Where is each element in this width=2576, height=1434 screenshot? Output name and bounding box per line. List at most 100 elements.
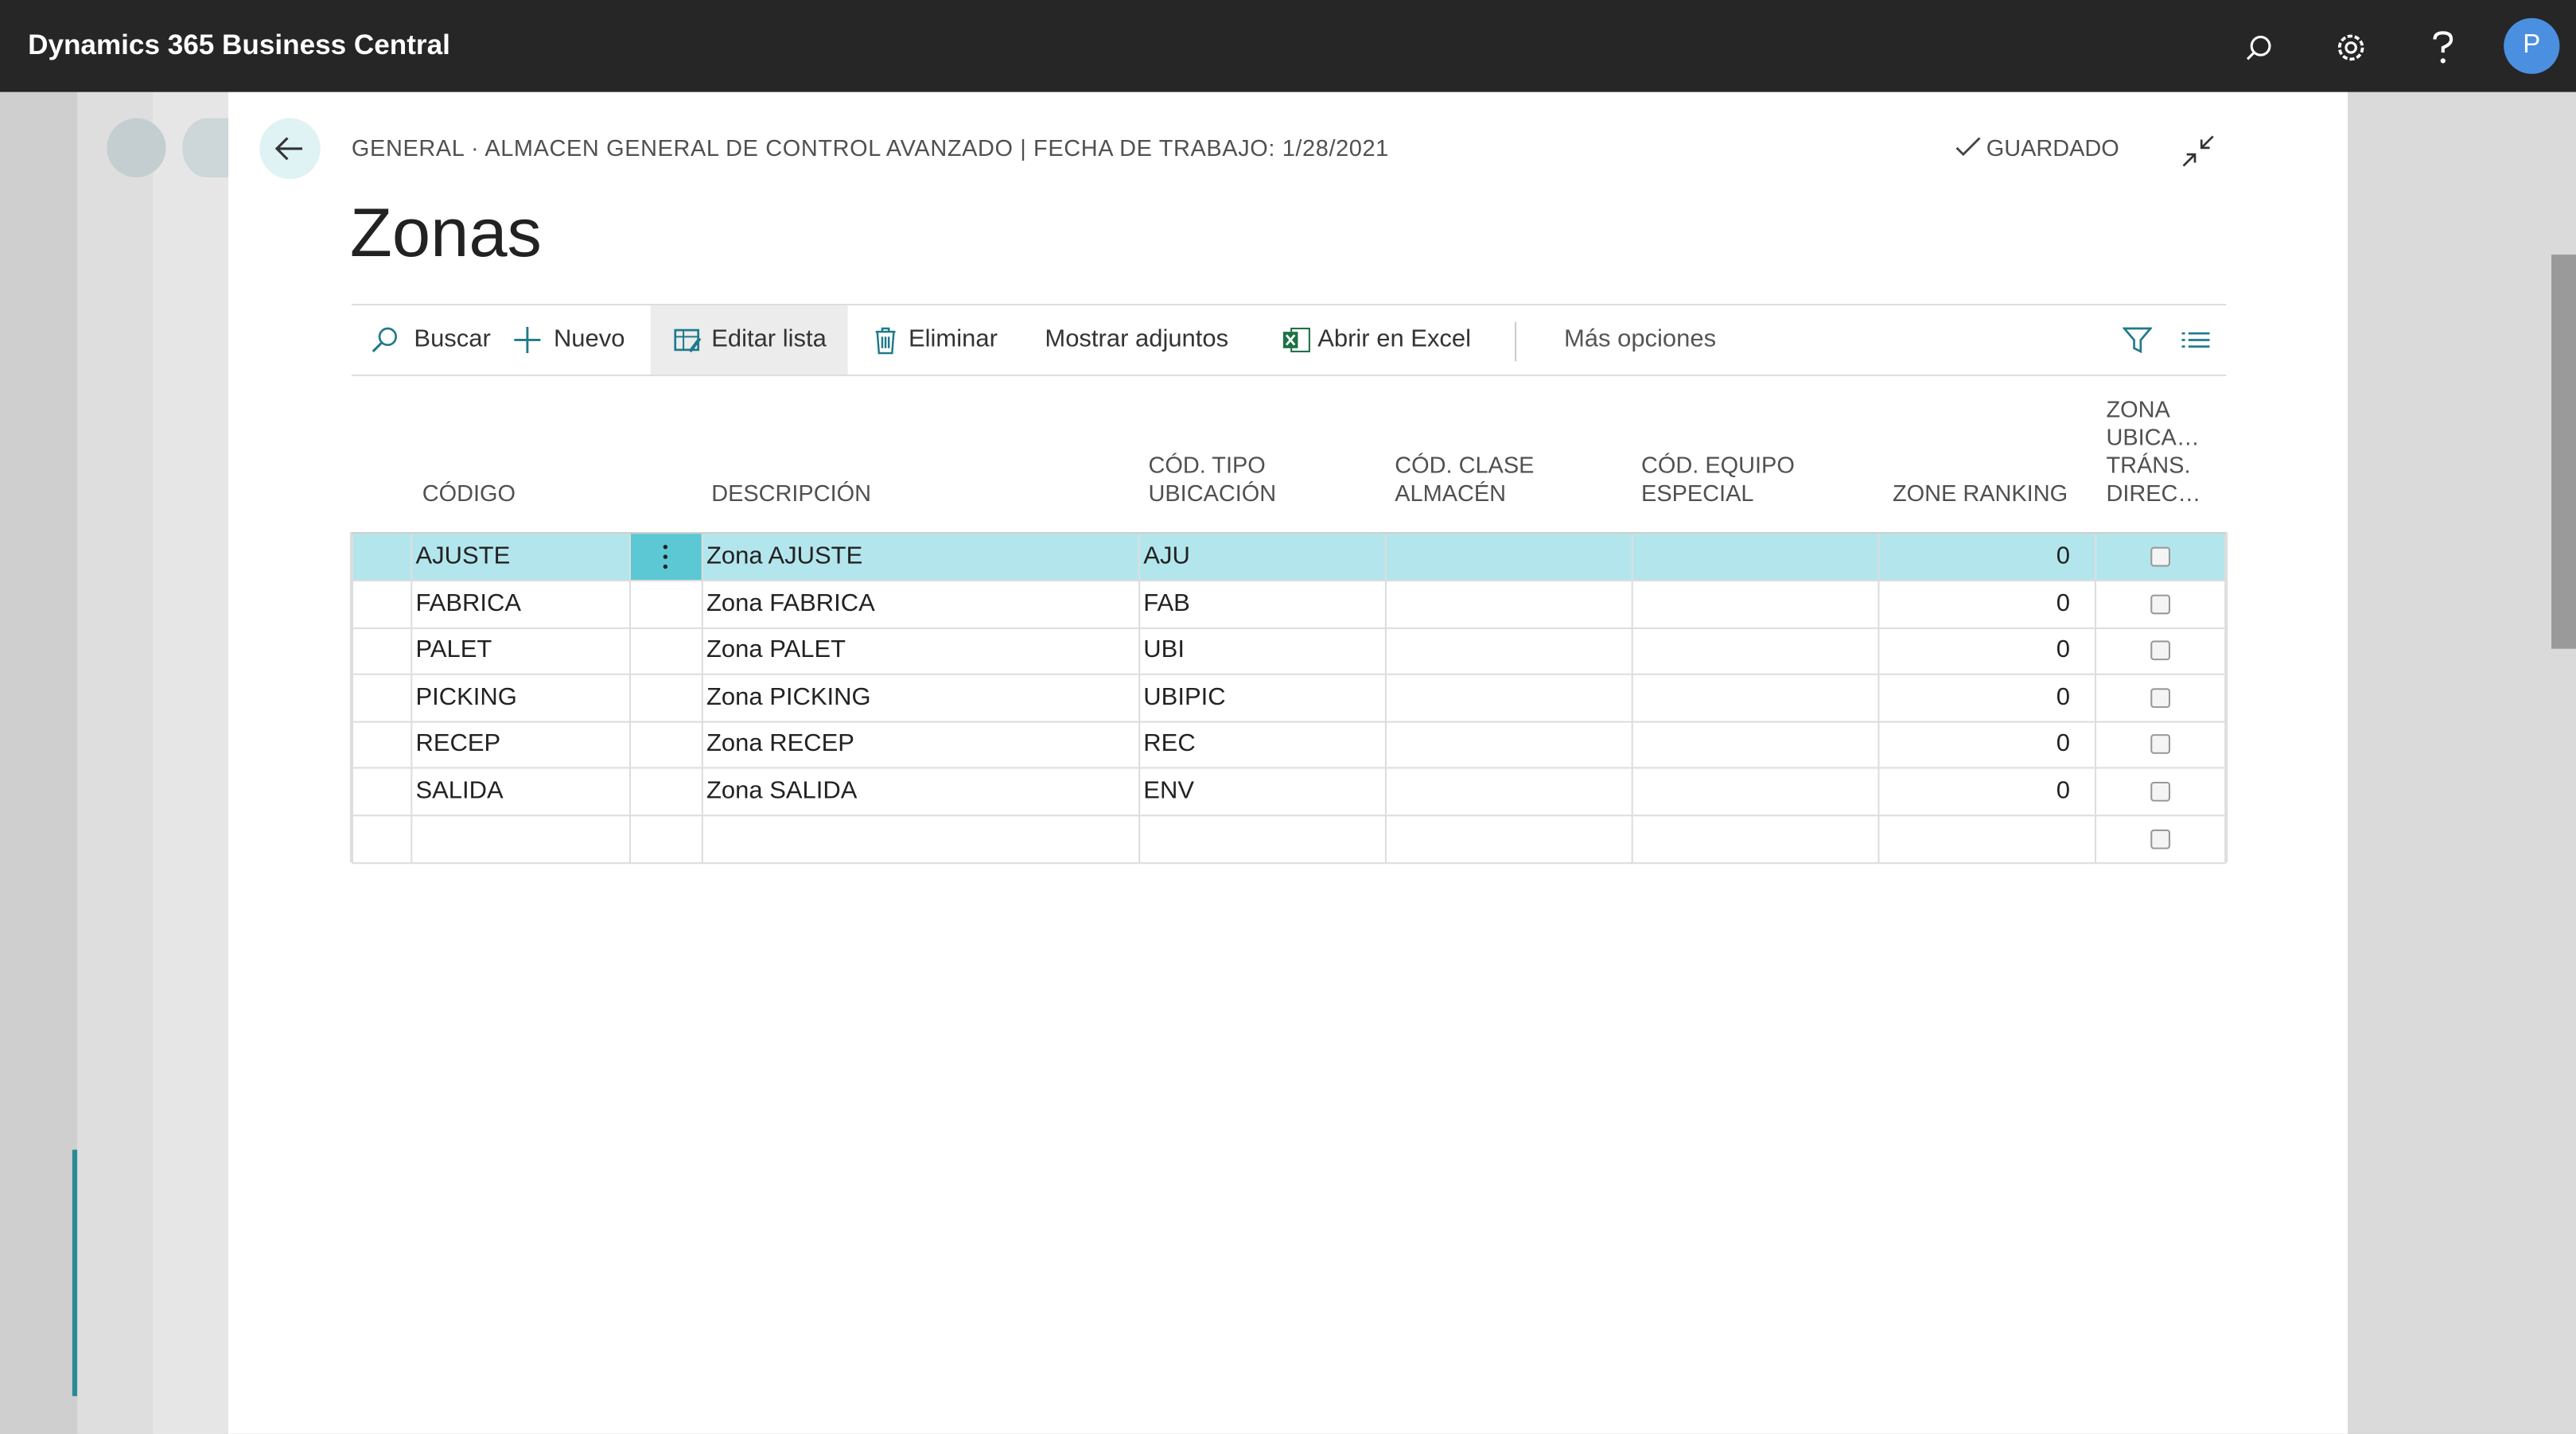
cell[interactable]: 0 — [2056, 542, 2071, 570]
back-button[interactable] — [259, 118, 321, 180]
cell-border — [701, 721, 703, 768]
cell-border — [701, 674, 703, 721]
table-row[interactable] — [351, 815, 2227, 864]
table-row[interactable]: PALET Zona PALET UBI 0 — [351, 628, 2227, 676]
toolbar-action[interactable]: Abrir en Excel — [1317, 324, 1472, 353]
cell-border — [2095, 628, 2097, 674]
collapse-icon[interactable] — [2181, 134, 2214, 167]
cell[interactable]: Zona FABRICA — [706, 589, 875, 617]
cell-border — [351, 815, 353, 862]
cell-border — [1878, 534, 1880, 580]
cell[interactable]: Zona PALET — [706, 635, 846, 664]
cell-border — [701, 628, 703, 674]
cell[interactable]: RECEP — [415, 729, 501, 758]
row-menu[interactable] — [628, 534, 702, 580]
column-header[interactable]: CÓD. CLASE ALMACÉN — [1395, 451, 1535, 507]
scrollbar[interactable] — [2551, 255, 2576, 649]
settings-icon[interactable] — [2335, 31, 2368, 64]
cell[interactable]: REC — [1143, 729, 1196, 758]
cell[interactable]: Zona RECEP — [706, 729, 854, 758]
background-panel — [2348, 91, 2576, 1434]
save-status: GUARDADO — [1986, 134, 2119, 161]
breadcrumb: GENERAL · ALMACEN GENERAL DE CONTROL AVA… — [351, 134, 1389, 161]
help-icon[interactable] — [2430, 29, 2456, 65]
table-row[interactable]: SALIDA Zona SALIDA ENV 0 — [351, 768, 2227, 817]
cell-border — [2224, 674, 2227, 721]
cell[interactable]: AJU — [1143, 542, 1190, 570]
toolbar-action[interactable]: Eliminar — [909, 324, 998, 353]
column-header[interactable]: DESCRIPCIÓN — [711, 480, 871, 507]
cell-border — [628, 721, 631, 768]
cell-border — [1138, 815, 1141, 862]
checkbox[interactable] — [2150, 593, 2170, 614]
cell[interactable]: 0 — [2056, 729, 2071, 758]
checkbox[interactable] — [2150, 781, 2170, 802]
filter-icon[interactable] — [2123, 327, 2153, 355]
column-header[interactable]: CÓD. EQUIPO ESPECIAL — [1641, 451, 1795, 507]
toolbar-action[interactable]: Buscar — [414, 324, 491, 353]
toolbar-action[interactable]: Editar lista — [711, 324, 827, 353]
column-header[interactable]: ZONA UBICA… TRÁNS. DIREC… — [2106, 395, 2201, 507]
toolbar-action[interactable]: Más opciones — [1563, 324, 1717, 353]
cell[interactable]: Zona AJUSTE — [706, 542, 863, 570]
app-title[interactable]: Dynamics 365 Business Central — [28, 29, 450, 61]
cell-border — [1138, 721, 1141, 768]
cell[interactable]: AJUSTE — [415, 542, 511, 570]
cell-border — [1384, 534, 1387, 580]
cell-border — [2095, 768, 2097, 815]
cell[interactable]: SALIDA — [415, 776, 504, 805]
back-button[interactable] — [107, 118, 166, 178]
toolbar-action[interactable]: Nuevo — [553, 324, 625, 353]
cell-border — [2095, 534, 2097, 580]
top-bar: Dynamics 365 Business Central P — [0, 0, 2576, 92]
checkbox[interactable] — [2150, 687, 2170, 708]
cell-border — [628, 581, 631, 628]
checkbox[interactable] — [2150, 546, 2170, 567]
column-header[interactable]: CÓDIGO — [422, 480, 516, 507]
cell[interactable]: Zona PICKING — [706, 682, 871, 711]
cell-border — [1631, 674, 1633, 721]
cell[interactable]: ENV — [1143, 776, 1195, 805]
cell-border — [411, 768, 413, 815]
cell[interactable]: 0 — [2056, 589, 2071, 617]
cell-border — [1384, 768, 1387, 815]
cell[interactable]: 0 — [2056, 635, 2071, 664]
cell[interactable]: UBI — [1143, 635, 1185, 664]
avatar[interactable]: P — [2504, 17, 2560, 74]
search-icon[interactable] — [2244, 33, 2274, 62]
cell[interactable]: PALET — [415, 635, 492, 664]
list-icon[interactable] — [2181, 330, 2210, 353]
table-row[interactable]: RECEP Zona RECEP REC 0 — [351, 721, 2227, 770]
back-arrow — [274, 137, 302, 161]
cell-border — [1631, 721, 1633, 768]
checkbox[interactable] — [2150, 640, 2170, 661]
cell[interactable]: PICKING — [415, 682, 517, 711]
checkbox[interactable] — [2150, 829, 2170, 849]
cell-border — [1384, 721, 1387, 768]
cell[interactable]: Zona SALIDA — [706, 776, 858, 805]
column-header[interactable]: CÓD. TIPO UBICACIÓN — [1148, 451, 1277, 507]
cell[interactable]: 0 — [2056, 776, 2071, 805]
cell-border — [2095, 581, 2097, 628]
table-row[interactable]: FABRICA Zona FABRICA FAB 0 — [351, 581, 2227, 629]
cell[interactable]: FABRICA — [415, 589, 522, 617]
cell-border — [351, 674, 353, 721]
table-row[interactable]: AJUSTE Zona AJUSTE AJU 0 — [351, 534, 2227, 582]
cell-border — [1631, 581, 1633, 628]
cell-border — [351, 721, 353, 768]
checkbox[interactable] — [2150, 734, 2170, 755]
cell[interactable]: FAB — [1143, 589, 1190, 617]
cell-border — [2224, 628, 2227, 674]
back-button[interactable] — [182, 118, 232, 178]
toolbar-action[interactable]: Mostrar adjuntos — [1045, 324, 1229, 353]
cell-border — [2095, 721, 2097, 768]
cell[interactable]: 0 — [2056, 682, 2071, 711]
cell-border — [628, 534, 631, 580]
cell-border — [1384, 674, 1387, 721]
table-row[interactable]: PICKING Zona PICKING UBIPIC 0 — [351, 674, 2227, 723]
column-header[interactable]: ZONE RANKING — [1892, 480, 2068, 507]
cell-border — [1631, 815, 1633, 862]
action-icon — [871, 325, 901, 363]
cell[interactable]: UBIPIC — [1143, 682, 1226, 711]
